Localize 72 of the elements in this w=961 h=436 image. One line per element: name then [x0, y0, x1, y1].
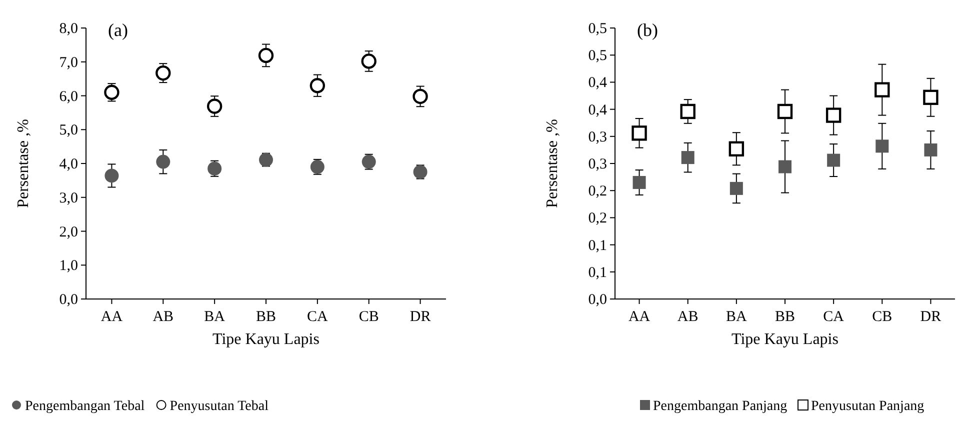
x-tick-label: CB	[358, 309, 379, 325]
point	[310, 78, 326, 94]
point	[361, 54, 376, 69]
x-tick-label: BB	[774, 309, 796, 325]
point	[730, 182, 743, 195]
legend-label: Penyusutan Tebal	[170, 399, 269, 414]
y-tick-label: 1,0	[59, 258, 78, 274]
point	[827, 154, 840, 167]
x-tick-label: AA	[100, 309, 123, 325]
point	[826, 108, 842, 123]
x-axis-title: Tipe Kayu Lapis	[732, 331, 838, 348]
point	[104, 84, 120, 100]
y-axis-title: Persentase ,%	[15, 119, 32, 208]
y-tick-label: 0,1	[588, 264, 607, 281]
x-tick-label: BB	[256, 309, 276, 325]
point	[923, 90, 938, 105]
legend-label: Pengembangan Panjang	[653, 399, 788, 414]
point	[413, 164, 428, 179]
point	[310, 160, 324, 174]
y-tick-label: 0,2	[588, 210, 607, 227]
point	[924, 143, 938, 156]
legend-label: Pengembangan Tebal	[25, 399, 145, 414]
y-tick-label: 5,0	[59, 122, 78, 139]
x-tick-label: AB	[677, 309, 698, 325]
x-tick-label: BA	[204, 309, 226, 325]
chart-title: (b)	[637, 20, 658, 40]
x-tick-label: DR	[410, 309, 431, 325]
x-tick-label: CA	[307, 309, 328, 325]
y-tick-label: 0,5	[588, 48, 607, 64]
y-tick-label: 0,3	[588, 156, 607, 172]
point	[208, 162, 222, 176]
y-tick-label: 0,5	[588, 21, 607, 37]
point	[778, 160, 792, 174]
y-tick-label: 0,3	[588, 129, 607, 146]
y-tick-label: 7,0	[59, 54, 78, 71]
point	[412, 88, 428, 104]
y-tick-label: 0,0	[588, 292, 607, 308]
point	[258, 48, 274, 64]
x-tick-label: DR	[920, 309, 942, 325]
point	[777, 104, 793, 120]
point	[156, 65, 171, 81]
y-tick-label: 0,2	[588, 184, 607, 200]
x-tick-label: AB	[152, 309, 174, 325]
y-tick-label: 0,4	[588, 75, 608, 92]
point	[874, 82, 890, 98]
point	[206, 98, 222, 114]
point	[104, 168, 119, 183]
point	[632, 126, 647, 141]
point	[681, 151, 694, 164]
point	[632, 176, 646, 189]
y-tick-label: 0,4	[588, 102, 608, 118]
y-tick-label: 2,0	[59, 224, 78, 240]
chart-title: (a)	[108, 20, 128, 40]
x-axis-title: Tipe Kayu Lapis	[212, 331, 320, 348]
y-tick-label: 8,0	[59, 21, 78, 37]
y-tick-label: 6,0	[59, 88, 78, 105]
y-tick-label: 3,0	[59, 190, 78, 206]
point	[156, 154, 170, 169]
x-tick-label: BA	[726, 309, 748, 325]
y-tick-label: 0,0	[59, 292, 78, 308]
x-tick-label: CA	[823, 309, 844, 325]
point	[362, 154, 376, 169]
point	[876, 140, 889, 153]
point	[259, 152, 273, 167]
x-tick-label: AA	[628, 309, 650, 325]
x-tick-label: CB	[872, 309, 892, 325]
legend-label: Penyusutan Panjang	[811, 399, 924, 414]
y-axis-title: Persentase ,%	[544, 119, 561, 208]
point	[680, 104, 696, 120]
y-tick-label: 0,1	[588, 238, 607, 254]
point	[728, 141, 744, 156]
y-tick-label: 4,0	[59, 156, 78, 172]
